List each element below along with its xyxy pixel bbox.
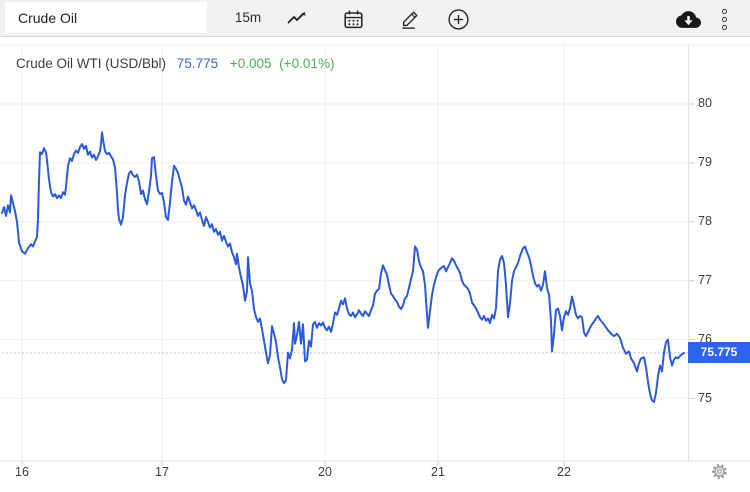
calendar-icon <box>343 10 363 28</box>
more-options-button[interactable] <box>710 5 738 33</box>
plus-circle-icon <box>447 8 469 30</box>
price-series-line <box>1 131 685 403</box>
kebab-menu-icon <box>721 8 727 30</box>
compare-add-button[interactable] <box>444 5 472 33</box>
chart-header: Crude Oil WTI (USD/Bbl) 75.775 +0.005 (+… <box>16 56 334 71</box>
gear-icon <box>712 464 727 479</box>
price-change: +0.005 <box>229 56 272 71</box>
interval-selector[interactable]: 15m <box>230 0 266 36</box>
toolbar: 15m <box>0 0 750 37</box>
line-chart-icon <box>287 11 306 24</box>
symbol-search-input[interactable] <box>5 2 207 33</box>
time-axis-label: 21 <box>431 465 445 479</box>
price-axis-label: 76 <box>698 331 712 346</box>
symbol-title: Crude Oil WTI (USD/Bbl) <box>16 56 167 71</box>
settings-button[interactable] <box>710 462 729 481</box>
time-axis-label: 17 <box>155 465 169 479</box>
time-axis-label: 16 <box>15 465 29 479</box>
time-axis-label: 20 <box>318 465 332 479</box>
price-axis-label: 77 <box>698 272 712 287</box>
cloud-download-icon <box>675 10 701 28</box>
download-button[interactable] <box>674 5 702 33</box>
last-price: 75.775 <box>176 56 219 71</box>
current-price-badge: 75.775 <box>688 342 750 364</box>
date-range-button[interactable] <box>339 5 367 33</box>
price-axis-label: 79 <box>698 154 712 169</box>
price-axis-label: 78 <box>698 213 712 228</box>
price-change-percent: (+0.01%) <box>279 56 335 71</box>
chart-style-button[interactable] <box>283 5 311 33</box>
price-axis-label: 75 <box>698 390 712 405</box>
pencil-icon <box>401 11 417 29</box>
draw-button[interactable] <box>396 5 424 33</box>
price-axis-label: 80 <box>698 96 712 110</box>
time-axis-label: 22 <box>557 465 571 479</box>
